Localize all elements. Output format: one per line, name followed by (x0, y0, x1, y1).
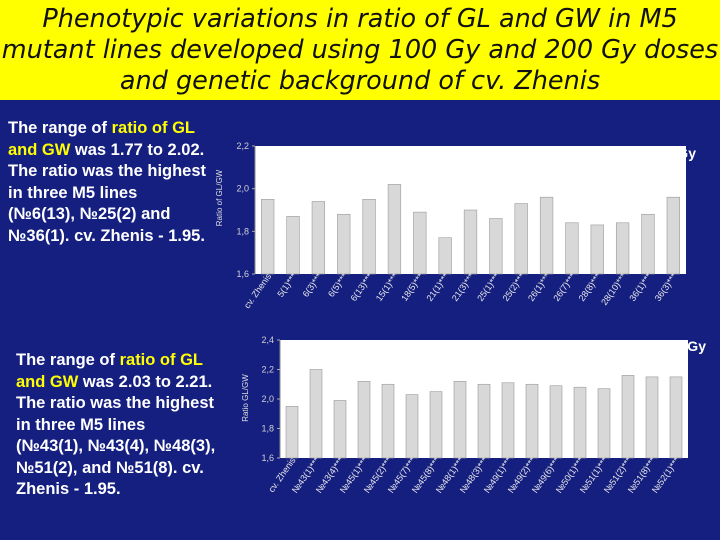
bar (565, 222, 579, 275)
y-tick-label: 2,0 (236, 184, 249, 194)
bar (261, 199, 275, 275)
y-tick-label: 2,2 (261, 365, 274, 375)
bar (311, 201, 326, 275)
category-label: 26(7)*** (551, 271, 578, 303)
category-label: 15(1)*** (374, 271, 401, 303)
description-highlight: ratio of GL and GW (8, 119, 195, 159)
bar (590, 224, 604, 275)
y-tick-label: 1,8 (236, 226, 249, 236)
category-label: 18(5)*** (399, 271, 426, 303)
bar (539, 196, 554, 275)
category-label: 6(3)*** (301, 271, 325, 299)
bar (309, 369, 323, 459)
bar (549, 385, 563, 459)
bar (615, 222, 630, 275)
category-label: 36(3)*** (653, 271, 680, 303)
y-tick-label: 1,6 (261, 453, 274, 463)
description-pre: The range of (16, 351, 120, 369)
bar (286, 216, 300, 275)
description-200gy: The range of ratio of GL and GW was 2.03… (16, 350, 216, 501)
bar (438, 237, 452, 275)
page-title: Phenotypic variations in ratio of GL and… (1, 4, 719, 96)
bar (501, 382, 515, 459)
category-label: 28(8)*** (577, 271, 604, 303)
bar (463, 209, 478, 275)
bar (413, 211, 427, 275)
category-label: 26(1)*** (526, 271, 553, 303)
bar (489, 218, 503, 275)
y-axis-label: Ratio GL/GW (241, 374, 250, 422)
category-label: 5(1)*** (275, 271, 299, 299)
bar (453, 380, 467, 459)
bar (405, 394, 419, 459)
bar (573, 386, 587, 459)
category-label: 21(1)*** (425, 271, 452, 303)
y-tick-label: 1,8 (261, 424, 274, 434)
description-100gy: The range of ratio of GL and GW was 1.77… (8, 118, 208, 247)
bar (477, 383, 491, 459)
y-tick-label: 1,6 (236, 269, 249, 279)
category-label: 6(13)*** (348, 271, 375, 303)
bar (381, 383, 395, 459)
description-highlight: ratio of GL and GW (16, 351, 203, 391)
bar (669, 376, 683, 459)
bar (645, 376, 659, 459)
bar (514, 203, 528, 275)
bar (337, 213, 351, 275)
bar (357, 380, 371, 459)
bar (362, 199, 376, 275)
category-label: 36(1)*** (627, 271, 654, 303)
bar (621, 375, 635, 459)
bar (641, 213, 655, 275)
bar (285, 406, 299, 459)
y-tick-label: 2,0 (261, 394, 274, 404)
category-label: 6(5)*** (326, 271, 350, 299)
y-tick-label: 2,4 (261, 335, 274, 345)
y-axis-label: Ratio of GL/GW (215, 169, 224, 226)
description-post: was 1.77 to 2.02. The ratio was the high… (8, 140, 207, 245)
dose-label: 100 Gy (650, 145, 696, 161)
description-post: was 2.03 to 2.21. The ratio was the high… (16, 372, 216, 499)
bar (429, 391, 443, 459)
bar (387, 184, 402, 275)
y-tick-label: 2,2 (236, 141, 249, 151)
dose-label: 200 Gy (660, 338, 706, 354)
bar (666, 196, 680, 275)
category-label: 25(1)*** (475, 271, 502, 303)
title-band: Phenotypic variations in ratio of GL and… (0, 0, 720, 100)
bar (597, 388, 611, 459)
category-label: 28(10)*** (599, 271, 628, 307)
category-label: 25(2)*** (501, 271, 528, 303)
bar (333, 400, 347, 459)
category-label: 21(3)*** (450, 271, 477, 303)
bar (525, 383, 539, 459)
description-pre: The range of (8, 119, 112, 137)
